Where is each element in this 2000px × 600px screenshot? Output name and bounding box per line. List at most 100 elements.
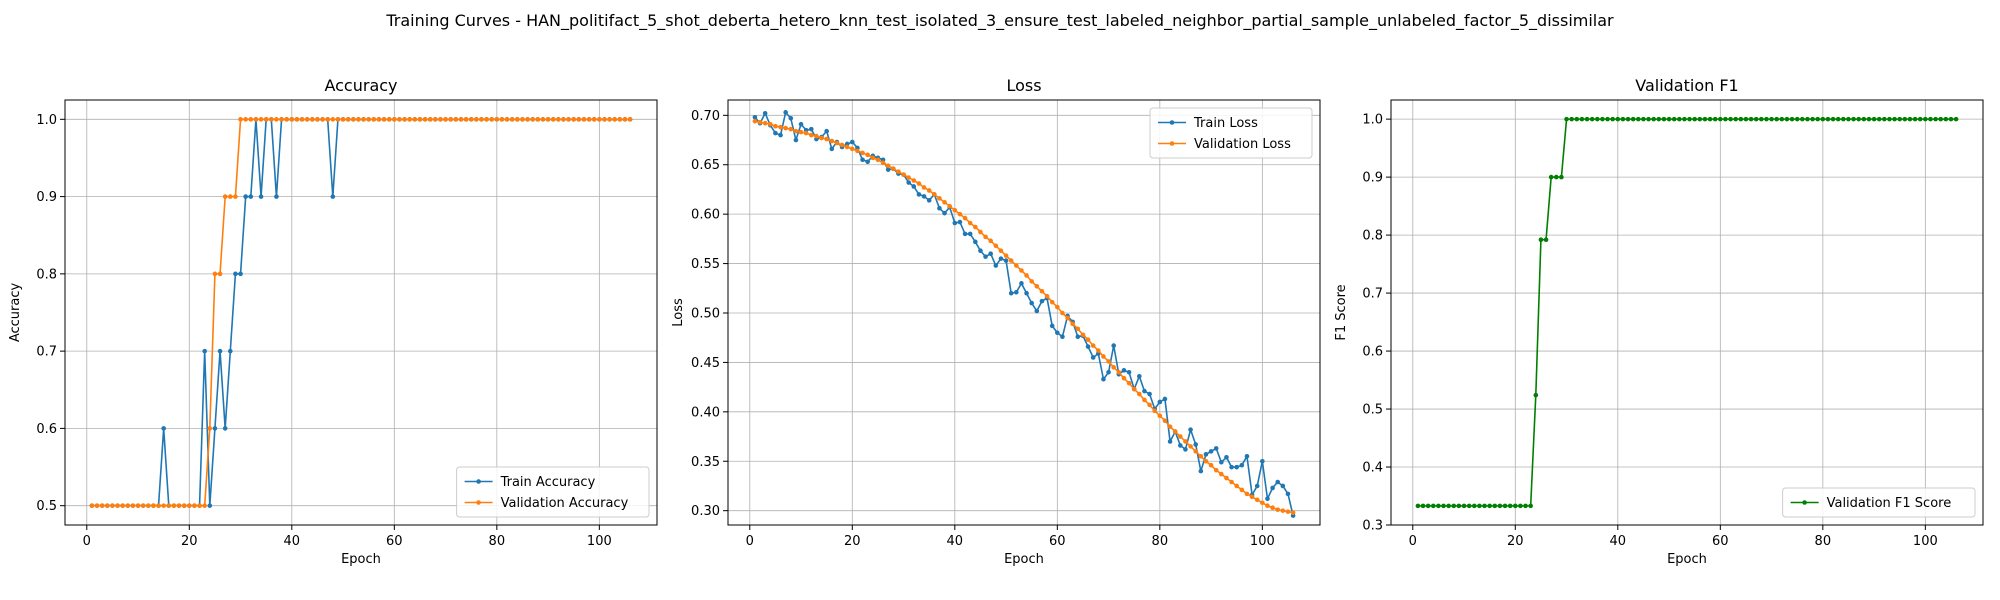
chart-accuracy-legend: Train Accuracy Validation Accuracy [456, 466, 650, 518]
chart-f1-xtick-label: 20 [1507, 534, 1524, 549]
chart-loss-ytick-label: 0.40 [691, 405, 720, 420]
chart-f1-series-validation-f1-score-point [1507, 503, 1513, 509]
chart-f1-series-validation-f1-score-point [1615, 116, 1621, 122]
chart-f1-series-validation-f1-score-point [1718, 116, 1723, 122]
chart-loss-series-validation-loss-point [1208, 462, 1214, 468]
chart-accuracy-series-validation-accuracy-point [576, 117, 582, 122]
chart-loss-series-validation-loss [752, 118, 1296, 515]
chart-loss-series-validation-loss-point [1019, 268, 1024, 273]
chart-accuracy-series-validation-accuracy-point [366, 117, 371, 122]
chart-f1-series-validation-f1-score-point [1800, 116, 1805, 122]
chart-f1: 0 20 40 60 80 100 0.3 0.4 0.5 0.6 0.7 0.8 0.9 1.0 Vali… [1334, 76, 1984, 567]
chart-accuracy-series-validation-accuracy-point [320, 117, 325, 122]
chart-accuracy-series-validation-accuracy-point [115, 503, 120, 508]
chart-f1-series-validation-f1-score-point [1748, 116, 1754, 122]
chart-accuracy-series-train-accuracy-point [217, 348, 223, 354]
chart-loss-series-train-loss-point [926, 198, 932, 203]
chart-accuracy-series-train-accuracy-point [161, 426, 166, 431]
chart-loss-series-train-loss-point [1193, 442, 1199, 447]
chart-accuracy-series-validation-accuracy-point [407, 117, 412, 122]
chart-f1-series-validation-f1-score-point [1815, 116, 1820, 122]
chart-loss-series-train-loss-point [1208, 449, 1214, 454]
chart-f1-series-validation-f1-score-point [1456, 503, 1462, 509]
chart-loss-series-validation-loss-point [1290, 510, 1296, 515]
chart-loss-series-validation-loss-point [844, 144, 850, 150]
chart-f1-series-validation-f1-score-point [1543, 237, 1549, 243]
chart-loss-series-validation-loss-point [1131, 386, 1137, 392]
chart-loss-series-validation-loss-point [1244, 491, 1250, 497]
chart-loss-ytick-label: 0.70 [691, 109, 720, 124]
chart-f1-series-validation-f1-score-point [1912, 116, 1918, 122]
chart-accuracy-series-validation-accuracy-point [274, 117, 279, 122]
chart-accuracy-series-validation-accuracy-point [192, 503, 197, 508]
chart-f1-series-validation-f1-score-point [1671, 116, 1677, 122]
chart-loss-series-train-loss-point [793, 137, 799, 143]
chart-accuracy-series-validation-accuracy-point [140, 503, 146, 508]
chart-loss-series-validation-loss-point [1275, 507, 1281, 512]
chart-f1-series-validation-f1-score-point [1907, 116, 1913, 122]
chart-f1-series-validation-f1-score-point [1523, 503, 1528, 509]
chart-f1-series-validation-f1-score-point [1415, 503, 1421, 509]
chart-loss-series-validation-loss-point [1060, 310, 1065, 316]
chart-loss-series-train-loss-point [916, 192, 922, 197]
chart-accuracy-series-validation-accuracy-point [504, 117, 510, 122]
chart-f1-series-validation-f1-score-point [1538, 237, 1544, 243]
chart-accuracy-series-validation-accuracy-point [571, 117, 577, 122]
chart-loss-series-train-loss-point [906, 180, 911, 185]
chart-loss-series-train-loss-point [1008, 290, 1014, 296]
chart-loss-xtick-label: 40 [947, 534, 964, 549]
chart-loss-series-validation-loss-point [978, 229, 983, 235]
chart-loss-legend-marker [1169, 120, 1175, 125]
chart-f1-series-validation-f1-score-point [1794, 116, 1800, 122]
chart-loss-series-train-loss-point [1265, 496, 1270, 502]
chart-loss-series-validation-loss-point [814, 133, 819, 139]
chart-loss-xtick-label: 60 [1049, 534, 1066, 549]
chart-f1-series-validation-f1-score-point [1441, 503, 1446, 509]
chart-accuracy-series-validation-accuracy-point [566, 117, 571, 122]
chart-accuracy-series-validation-accuracy-point [330, 117, 336, 122]
chart-loss-series-validation-loss-point [901, 172, 906, 177]
chart-loss-ytick-label: 0.30 [691, 504, 720, 519]
chart-accuracy-series-validation-accuracy-point [186, 503, 192, 508]
chart-loss-series-train-loss-point [1270, 485, 1275, 491]
chart-loss-series-train-loss-point [967, 231, 973, 237]
chart-accuracy-series-validation-accuracy-point [371, 117, 377, 122]
chart-loss-series-validation-loss-point [1265, 503, 1270, 509]
chart-loss-series-train-loss-point [885, 167, 891, 172]
chart-f1-series-validation-f1-score-point [1569, 116, 1574, 122]
chart-accuracy-ytick-label: 0.8 [36, 267, 57, 282]
chart-loss-series-validation-loss-point [988, 238, 993, 244]
chart-accuracy-frame [64, 99, 658, 526]
chart-f1-xtick-label: 80 [1815, 534, 1832, 549]
chart-accuracy-series-validation-accuracy-point [453, 117, 459, 122]
chart-loss-series-validation-loss-point [906, 175, 911, 180]
chart-loss-series-train-loss-point [1090, 355, 1096, 360]
chart-loss-series-validation-loss-point [1167, 424, 1173, 429]
figure-suptitle: Training Curves - HAN_politifact_5_shot_… [385, 11, 1614, 31]
chart-accuracy-series-validation-accuracy-point [104, 503, 110, 508]
chart-loss-series-train-loss-point [1234, 464, 1240, 470]
chart-f1-ytick-label: 0.4 [1362, 461, 1383, 476]
chart-accuracy-series-validation-accuracy-point [202, 503, 207, 508]
chart-f1-series-validation-f1-score-point [1764, 116, 1769, 122]
chart-loss-series-validation-loss-point [973, 224, 978, 230]
chart-loss-series-train-loss-point [1106, 370, 1111, 375]
chart-f1-series-validation-f1-score-point [1466, 503, 1472, 509]
chart-accuracy-xtick-label: 40 [284, 534, 301, 549]
chart-accuracy-series-validation-accuracy-point [509, 117, 515, 122]
chart-accuracy-series-validation-accuracy-point [238, 117, 243, 122]
chart-loss-series-validation-loss-point [1085, 337, 1091, 342]
chart-loss-series-train-loss-point [983, 254, 988, 259]
chart-loss-series-validation-loss-point [952, 207, 958, 213]
chart-loss-series-train-loss-point [1198, 468, 1204, 474]
chart-loss-series-validation-loss-point [926, 188, 932, 193]
chart-accuracy-legend-marker [476, 500, 481, 505]
chart-accuracy-series-validation-accuracy-point [474, 117, 479, 122]
chart-loss-series-train-loss-point [1254, 483, 1260, 489]
chart-loss-series-validation-loss-point [762, 120, 768, 126]
chart-loss-ytick-label: 0.45 [691, 356, 720, 371]
chart-f1-series-validation-f1-score-point [1656, 116, 1662, 122]
chart-loss-series-validation-loss-point [1090, 343, 1096, 348]
chart-accuracy-series-validation-accuracy-point [151, 503, 156, 508]
chart-f1-series-validation-f1-score-point [1620, 116, 1626, 122]
